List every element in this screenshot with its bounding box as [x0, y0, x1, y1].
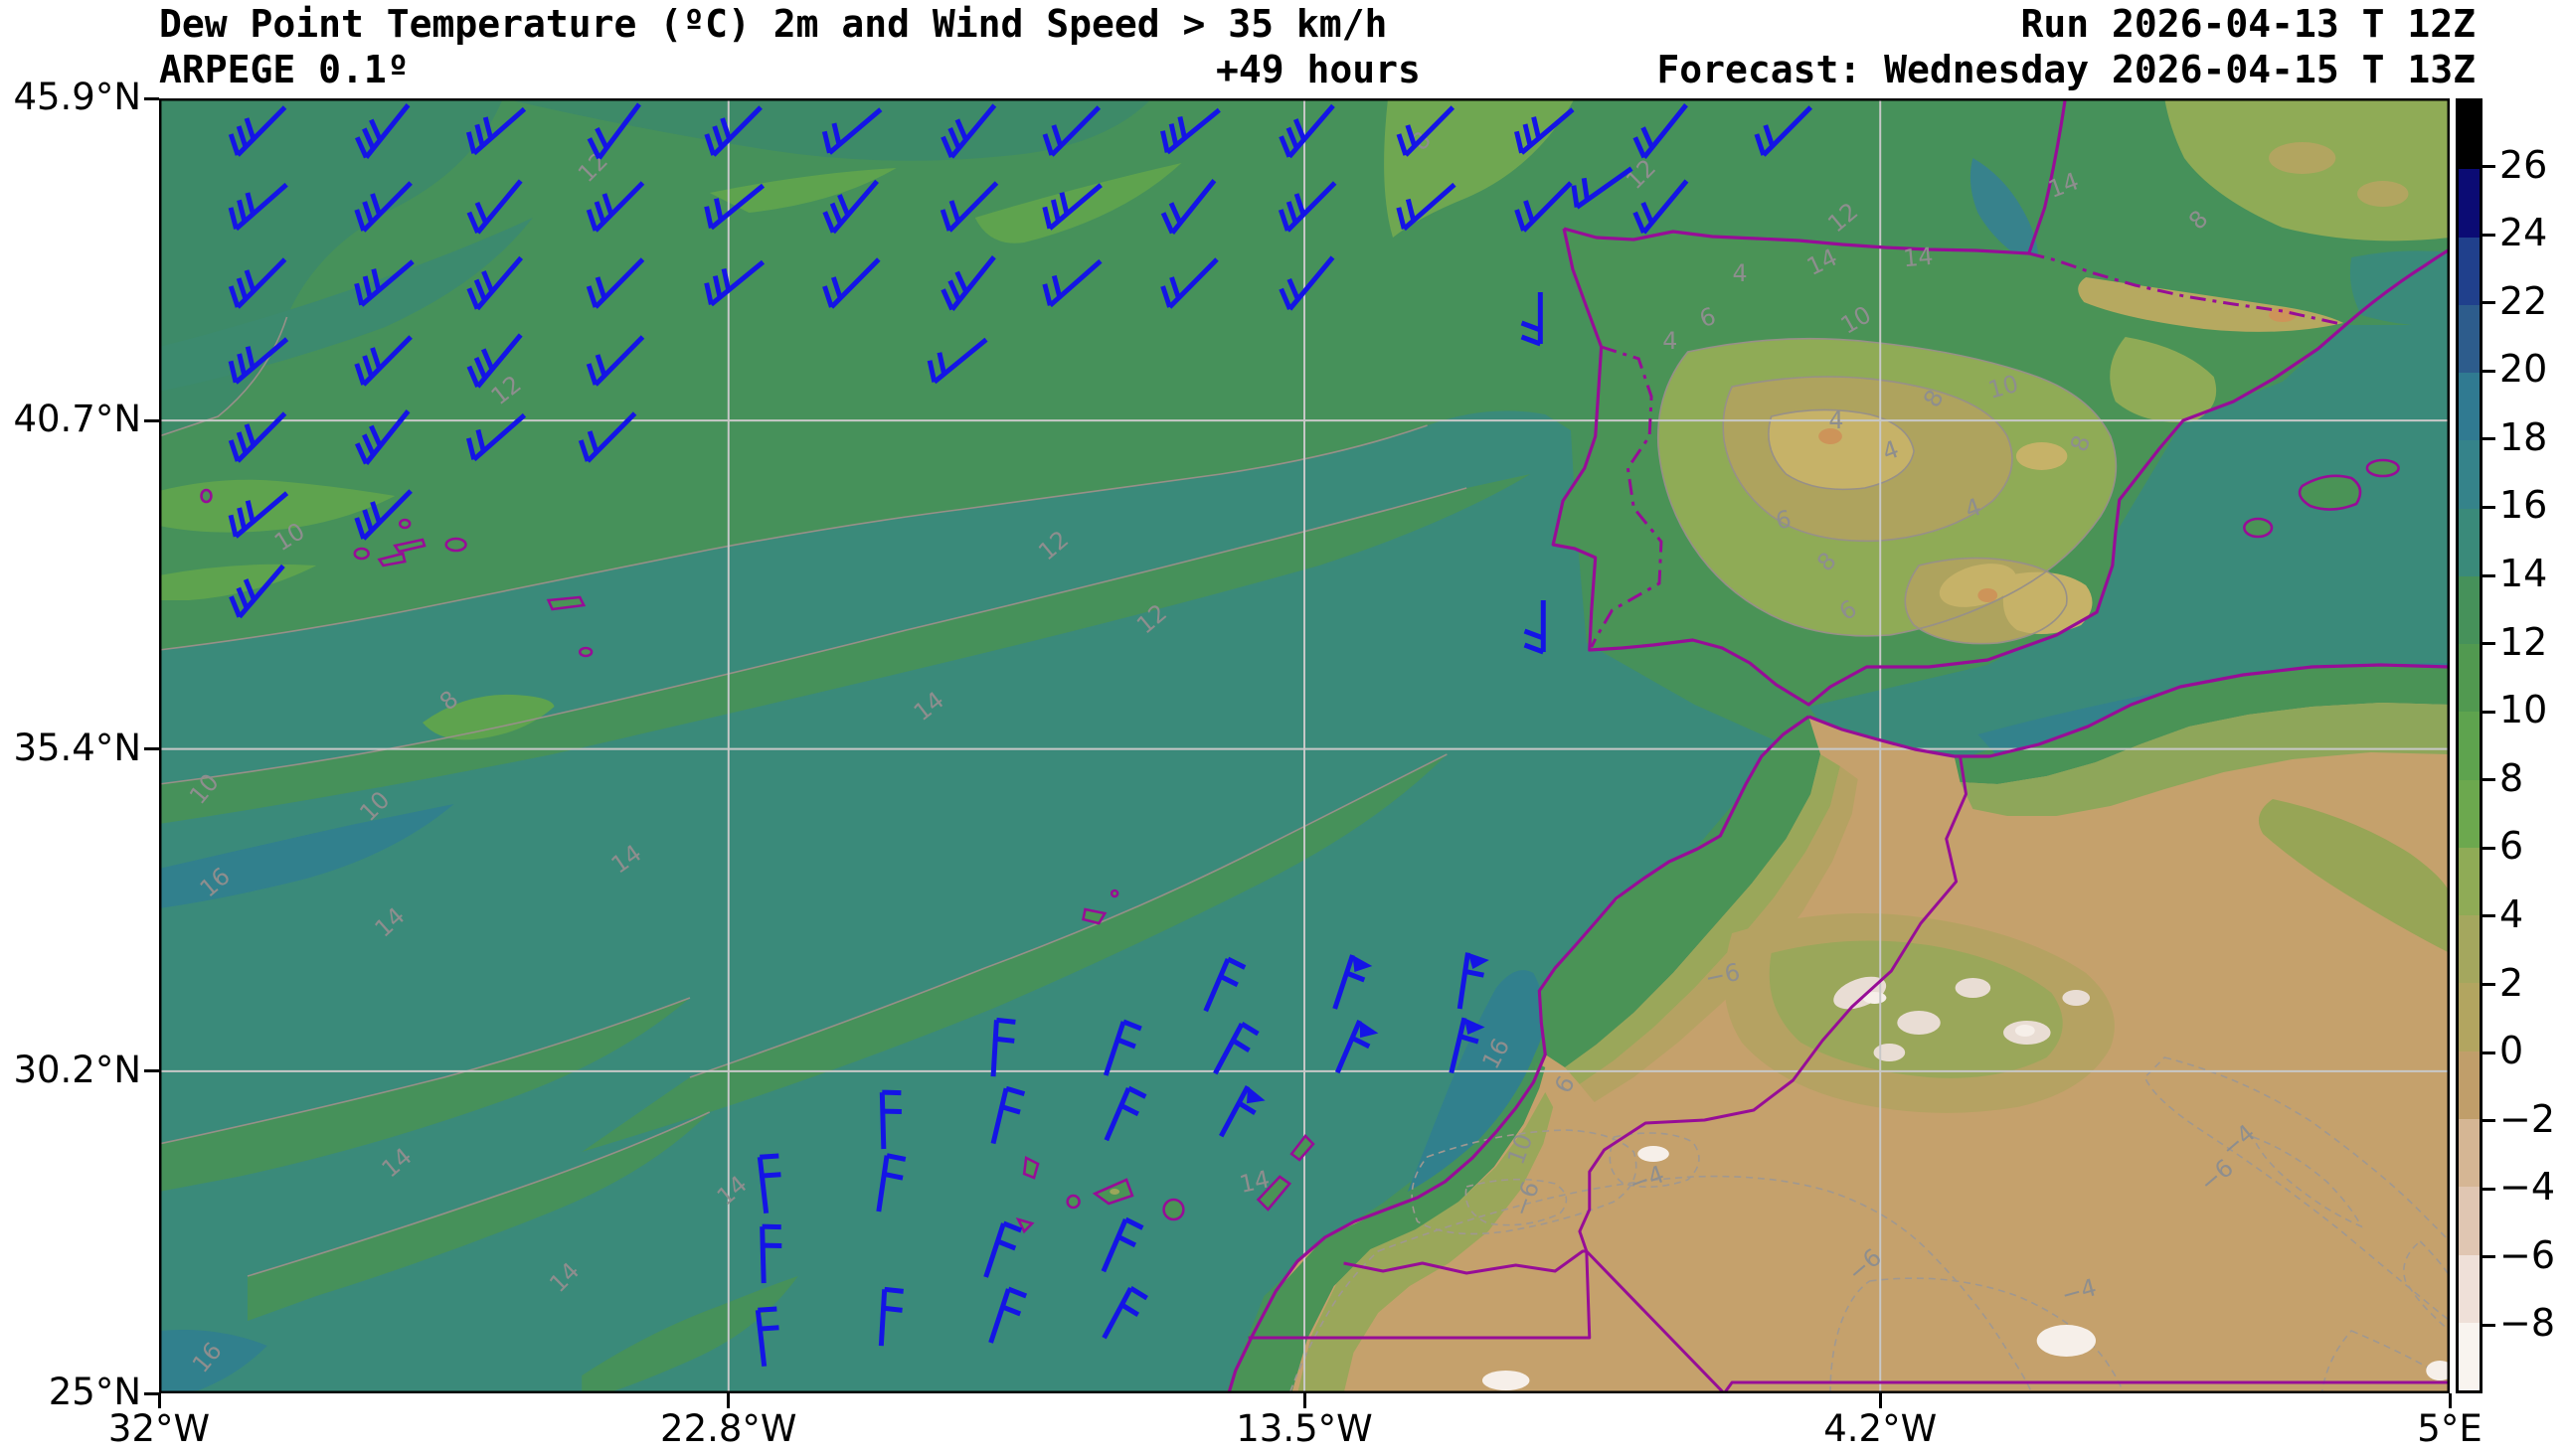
- map-svg: 810 1014141614121281210121414141614141614…: [159, 98, 2450, 1393]
- lon-tick-label: 32°W: [107, 1407, 211, 1450]
- colorbar-tick-label: −6: [2499, 1232, 2556, 1277]
- lon-tick: [157, 1393, 161, 1408]
- colorbar-segment: [2459, 304, 2480, 374]
- colorbar-tick: [2482, 1051, 2495, 1054]
- colorbar-tick-label: 18: [2499, 414, 2548, 459]
- colorbar-tick: [2482, 1323, 2495, 1327]
- graticule: [159, 98, 2450, 1393]
- colorbar-segment: [2459, 983, 2480, 1052]
- colorbar-tick-label: 0: [2499, 1029, 2524, 1073]
- svg-text:6: 6: [1774, 505, 1795, 536]
- lat-tick-label: 35.4°N: [13, 726, 141, 769]
- lon-tick-label: 22.8°W: [660, 1407, 797, 1450]
- lon-tick: [2448, 1393, 2452, 1408]
- forecast-timestamp: Forecast: Wednesday 2026-04-15 T 13Z: [1656, 48, 2476, 91]
- run-timestamp: Run 2026-04-13 T 12Z: [2020, 2, 2476, 46]
- colorbar-tick-label: 8: [2499, 755, 2524, 800]
- colorbar-tick: [2482, 233, 2495, 237]
- colorbar-tick: [2482, 778, 2495, 782]
- colorbar-segment: [2459, 575, 2480, 645]
- colorbar-tick: [2482, 505, 2495, 509]
- colorbar-tick-label: 26: [2499, 142, 2548, 187]
- colorbar-tick: [2482, 710, 2495, 714]
- map-art: 810 1014141614121281210121414141614141614…: [159, 98, 2450, 1393]
- colorbar-segment: [2459, 508, 2480, 576]
- colorbar-segment: [2459, 779, 2480, 848]
- colorbar-tick-label: 2: [2499, 960, 2524, 1005]
- lon-tick-label: 13.5°W: [1236, 1407, 1373, 1450]
- colorbar-segment: [2459, 644, 2480, 713]
- svg-text:14: 14: [1237, 1165, 1272, 1199]
- colorbar-tick: [2482, 573, 2495, 577]
- colorbar-tick-label: 22: [2499, 278, 2548, 323]
- colorbar-tick-label: −2: [2499, 1096, 2556, 1141]
- colorbar-tick: [2482, 369, 2495, 373]
- colorbar-segment: [2459, 101, 2480, 170]
- lead-time-label: +49 hours: [1216, 48, 1421, 91]
- lat-tick: [144, 96, 159, 100]
- colorbar-tick: [2482, 1119, 2495, 1123]
- lat-tick-label: 40.7°N: [13, 398, 141, 441]
- lat-tick: [144, 418, 159, 422]
- lat-tick: [144, 747, 159, 751]
- page-title: Dew Point Temperature (ºC) 2m and Wind S…: [159, 2, 1388, 46]
- colorbar-tick: [2482, 165, 2495, 169]
- lat-tick-label: 25°N: [48, 1371, 141, 1413]
- colorbar-tick: [2482, 914, 2495, 918]
- colorbar-tick: [2482, 1255, 2495, 1259]
- colorbar-tick-label: 12: [2499, 619, 2548, 664]
- colorbar-segment: [2459, 1118, 2480, 1188]
- colorbar-segment: [2459, 915, 2480, 984]
- lon-tick: [1878, 1393, 1882, 1408]
- lon-tick-label: 4.2°W: [1823, 1407, 1938, 1450]
- colorbar-tick-label: 24: [2499, 211, 2548, 255]
- colorbar-segment: [2459, 237, 2480, 305]
- colorbar-segment: [2459, 1051, 2480, 1119]
- colorbar-tick: [2482, 1187, 2495, 1191]
- colorbar-tick-label: 16: [2499, 483, 2548, 528]
- colorbar-tick-label: 14: [2499, 552, 2548, 596]
- colorbar-tick-label: 4: [2499, 891, 2524, 936]
- svg-text:14: 14: [1902, 243, 1935, 273]
- colorbar-tick-label: −8: [2499, 1301, 2556, 1346]
- colorbar-segment: [2459, 440, 2480, 509]
- colorbar-segment: [2459, 712, 2480, 780]
- model-label: ARPEGE 0.1º: [159, 48, 410, 91]
- colorbar-segment: [2459, 1254, 2480, 1323]
- colorbar-segment: [2459, 1187, 2480, 1255]
- colorbar-segment: [2459, 169, 2480, 238]
- colorbar-tick: [2482, 437, 2495, 441]
- colorbar-tick-label: −4: [2499, 1165, 2556, 1210]
- lat-tick: [144, 1069, 159, 1073]
- lon-tick-label: 5°E: [2417, 1407, 2482, 1450]
- colorbar-tick: [2482, 642, 2495, 646]
- colorbar-tick-label: 20: [2499, 347, 2548, 392]
- svg-text:4: 4: [1828, 406, 1843, 434]
- colorbar-tick-label: 6: [2499, 824, 2524, 869]
- map-canvas: 8 10 10 14 14 16 14 12 12 8 12 10 12 14 14 14 16 14 14 16 14…: [159, 98, 2450, 1393]
- lat-tick: [144, 1391, 159, 1395]
- lat-tick-label: 30.2°N: [13, 1048, 141, 1091]
- colorbar: [2456, 98, 2482, 1393]
- colorbar-segment: [2459, 847, 2480, 916]
- colorbar-segment: [2459, 1322, 2480, 1391]
- colorbar-tick: [2482, 846, 2495, 850]
- svg-text:4: 4: [1662, 327, 1677, 355]
- colorbar-segment: [2459, 373, 2480, 441]
- lon-tick: [727, 1393, 731, 1408]
- colorbar-tick: [2482, 301, 2495, 305]
- lon-tick: [1302, 1393, 1306, 1408]
- colorbar-tick: [2482, 983, 2495, 987]
- svg-text:4: 4: [1733, 259, 1748, 287]
- colorbar-tick-label: 10: [2499, 688, 2548, 732]
- lat-tick-label: 45.9°N: [13, 76, 141, 118]
